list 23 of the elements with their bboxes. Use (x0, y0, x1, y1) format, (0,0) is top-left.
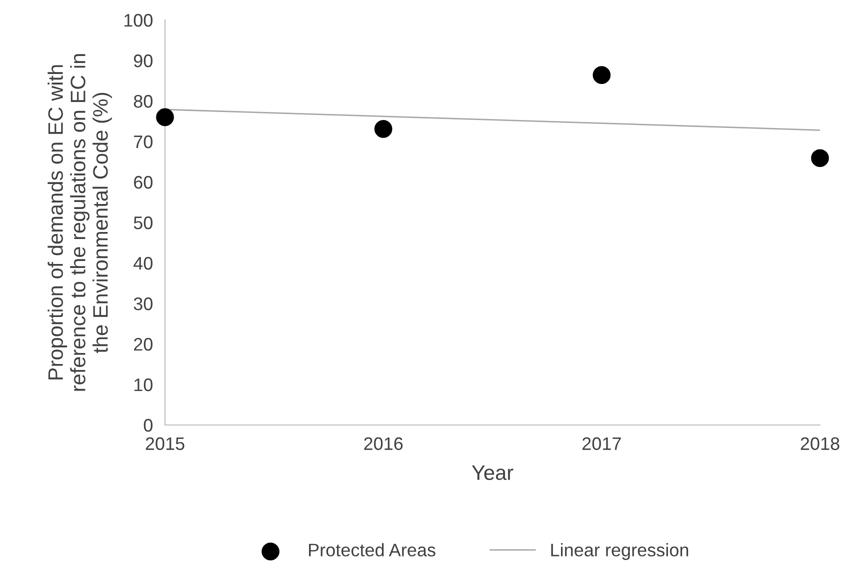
y-tick-label: 40 (134, 256, 152, 270)
x-tick-label: 2016 (364, 437, 403, 450)
y-tick-label: 20 (134, 338, 152, 351)
y-tick-label: 0 (144, 418, 152, 432)
y-tick-label: 90 (134, 54, 152, 68)
x-axis-title: Year (472, 466, 514, 480)
y-tick-label: 50 (134, 216, 152, 230)
y-tick-label: 10 (134, 378, 152, 392)
point (811, 149, 829, 168)
x-tick-label: 2018 (800, 437, 840, 450)
y-tick-label: 100 (124, 14, 152, 27)
x-tick-label: 2015 (146, 437, 184, 450)
point (592, 66, 611, 84)
x-tick-label: 2017 (582, 437, 621, 450)
y-tick-label: 70 (134, 135, 152, 148)
legend-label: Protected Areas (309, 543, 436, 556)
legend-label: Linear regression (551, 543, 688, 560)
y-tick-label: 80 (134, 94, 152, 108)
y-tick-label: 30 (134, 297, 152, 310)
point (374, 120, 392, 138)
y-axis-title: Proportion of demands on EC with reference to the regulations on EC in the Environmental Code (%) (48, 54, 112, 391)
y-tick-label: 60 (134, 176, 152, 189)
point (156, 108, 174, 126)
